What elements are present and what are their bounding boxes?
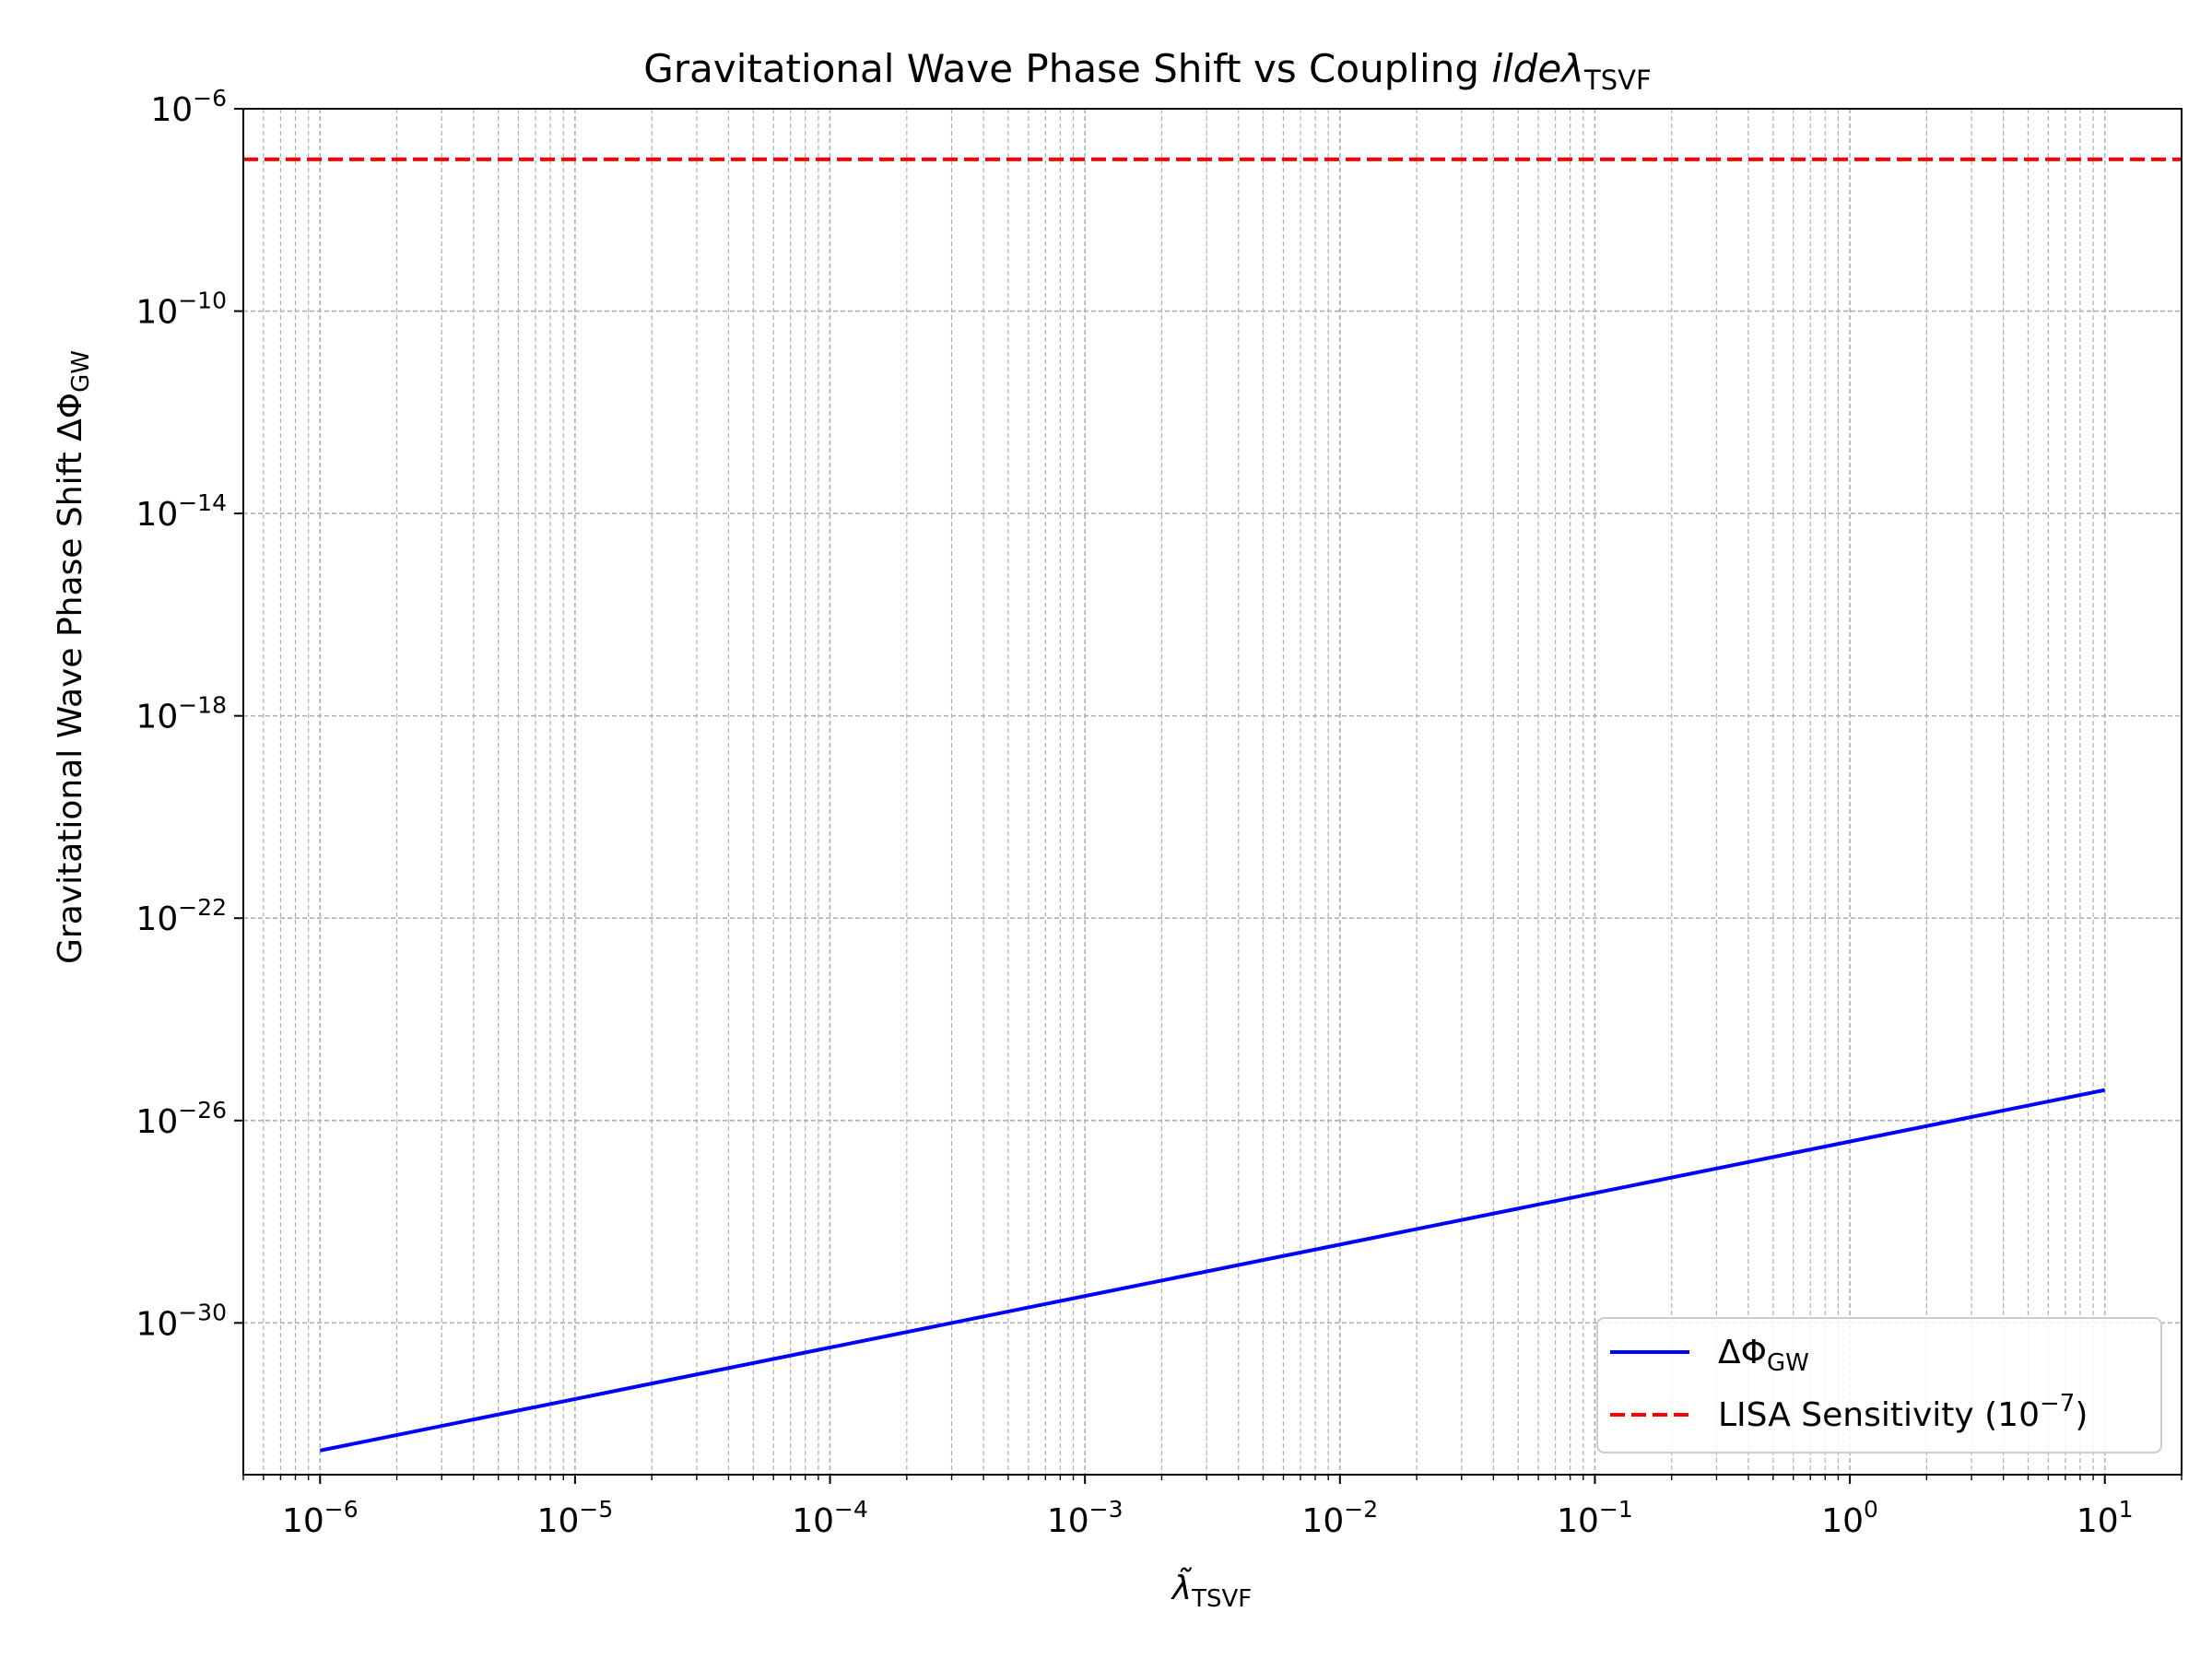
x-axis-label: λ̃TSVF [1171, 1567, 1252, 1613]
x-tick-label: 10−6 [282, 1496, 359, 1540]
chart-title: Gravitational Wave Phase Shift vs Coupli… [643, 46, 1651, 96]
x-tick-label: 10−2 [1301, 1496, 1378, 1540]
y-tick-label: 10−26 [135, 1097, 227, 1141]
x-tick-label: 101 [2077, 1496, 2134, 1540]
y-tick-label: 10−30 [135, 1299, 227, 1343]
x-tick-label: 10−1 [1557, 1496, 1633, 1540]
legend: ΔΦGW LISA Sensitivity (10−7) [1596, 1317, 2162, 1453]
series-line-phase-shift [319, 1088, 2106, 1453]
legend-label-phase-shift: ΔΦGW [1718, 1334, 1809, 1377]
plot-series [243, 157, 2182, 1453]
y-tick-label: 10−18 [135, 692, 227, 736]
axis-ticks: 10−6 10−5 10−4 10−3 10−2 10−1 100 101 10−6 10−10 1… [135, 85, 2183, 1540]
x-tick-label: 100 [1821, 1496, 1878, 1540]
y-tick-label: 10−22 [135, 894, 227, 938]
y-tick-label: 10−10 [135, 288, 227, 332]
y-tick-label: 10−6 [150, 85, 227, 129]
legend-label-lisa: LISA Sensitivity (10−7) [1718, 1390, 2088, 1434]
y-axis-label: Gravitational Wave Phase Shift ΔΦGW [52, 350, 95, 964]
legend-box [1596, 1317, 2162, 1453]
plot-frame [242, 108, 2183, 1476]
x-tick-label: 10−3 [1047, 1496, 1124, 1540]
x-tick-label: 10−5 [537, 1496, 614, 1540]
x-tick-label: 10−4 [792, 1496, 868, 1540]
y-tick-label: 10−14 [135, 489, 227, 534]
